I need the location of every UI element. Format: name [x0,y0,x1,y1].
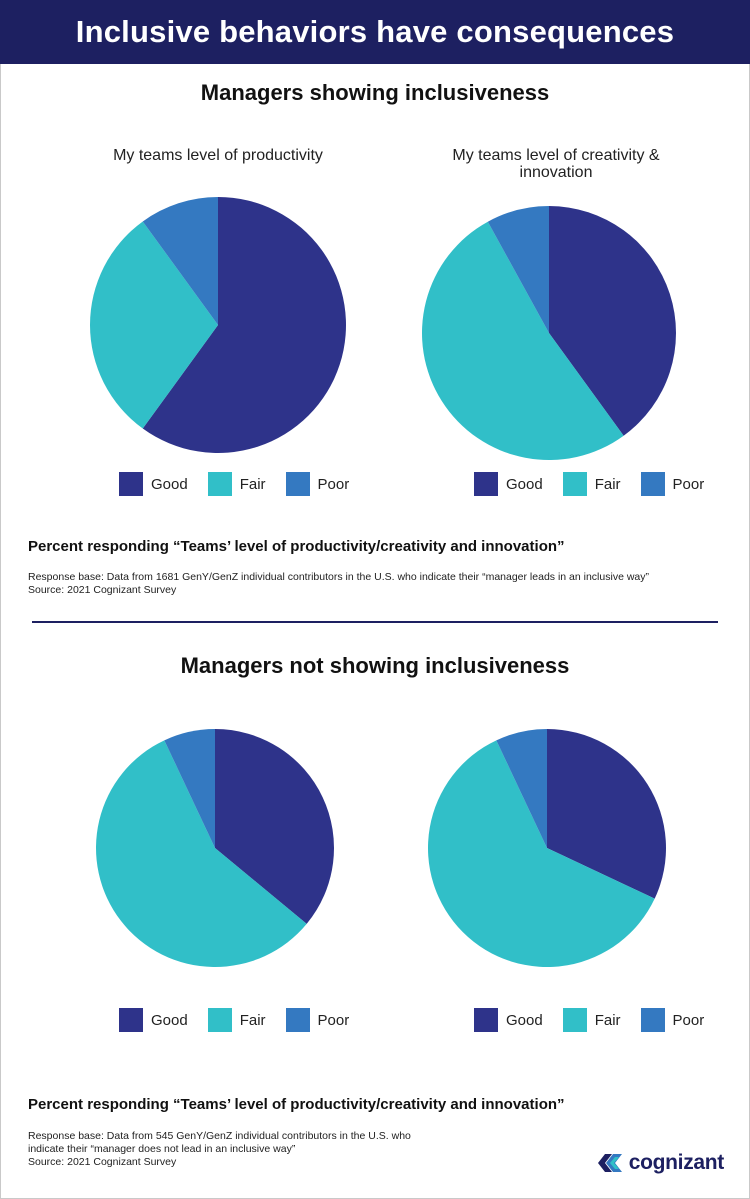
legend-swatch-good [119,1008,143,1032]
legend-label-poor: Poor [672,475,705,493]
legend-item-poor: Poor [285,1008,350,1032]
section2-note-line: Source: 2021 Cognizant Survey [28,1156,177,1168]
section2-note: Response base: Data from 545 GenY/GenZ i… [28,1130,411,1169]
chart-title-productivity: My teams level of productivity [113,147,323,164]
legend-label-good: Good [506,475,543,493]
legend-item-fair: Fair [562,472,621,496]
legend-item-good: Good [119,1008,188,1032]
legend-label-fair: Fair [239,1011,266,1029]
legend-label-fair: Fair [239,475,266,493]
legend-swatch-good [474,472,498,496]
legend-2: Good Fair Poor [474,472,704,496]
legend-label-poor: Poor [317,475,350,493]
section1-caption: Percent responding “Teams’ level of prod… [28,538,565,555]
legend-label-fair: Fair [594,475,621,493]
legend-swatch-good [474,1008,498,1032]
chart-title-creativity: My teams level of creativity & innovatio… [406,147,706,181]
legend-item-good: Good [474,1008,543,1032]
legend-item-fair: Fair [207,1008,266,1032]
section-title-not-inclusive: Managers not showing inclusiveness [180,653,570,678]
legend-swatch-fair [562,472,587,496]
section-title-inclusive: Managers showing inclusiveness [200,80,550,105]
banner-title: Inclusive behaviors have consequences [0,0,750,64]
section2-note-line: indicate their “manager does not lead in… [28,1143,296,1155]
section-divider [32,621,718,623]
legend-1: Good Fair Poor [119,472,349,496]
section1-note: Response base: Data from 1681 GenY/GenZ … [28,571,649,597]
legend-label-good: Good [506,1011,543,1029]
chart-title-creativity-text: My teams level of creativity & innovatio… [452,147,660,181]
legend-item-good: Good [474,472,543,496]
legend-label-poor: Poor [672,1011,705,1029]
legend-label-poor: Poor [317,1011,350,1029]
legend-label-fair: Fair [594,1011,621,1029]
legend-swatch-poor [285,1008,310,1032]
legend-item-poor: Poor [640,1008,705,1032]
legend-swatch-poor [640,472,665,496]
section1-note-line: Response base: Data from 1681 GenY/GenZ … [28,571,649,583]
legend-3: Good Fair Poor [119,1008,349,1032]
legend-item-fair: Fair [207,472,266,496]
legend-4: Good Fair Poor [474,1008,704,1032]
section2-note-line: Response base: Data from 545 GenY/GenZ i… [28,1130,411,1142]
legend-item-good: Good [119,472,188,496]
legend-swatch-good [119,472,143,496]
legend-label-good: Good [151,475,188,493]
legend-swatch-fair [207,472,232,496]
legend-item-poor: Poor [640,472,705,496]
cognizant-logo: cognizant [596,1150,724,1176]
section1-note-line: Source: 2021 Cognizant Survey [28,584,177,596]
legend-item-poor: Poor [285,472,350,496]
cognizant-logo-icon [597,1154,622,1172]
legend-label-good: Good [151,1011,188,1029]
legend-swatch-poor [285,472,310,496]
legend-swatch-fair [207,1008,232,1032]
cognizant-logo-text: cognizant [628,1151,725,1174]
legend-swatch-poor [640,1008,665,1032]
legend-swatch-fair [562,1008,587,1032]
legend-item-fair: Fair [562,1008,621,1032]
section2-caption: Percent responding “Teams’ level of prod… [28,1096,565,1113]
